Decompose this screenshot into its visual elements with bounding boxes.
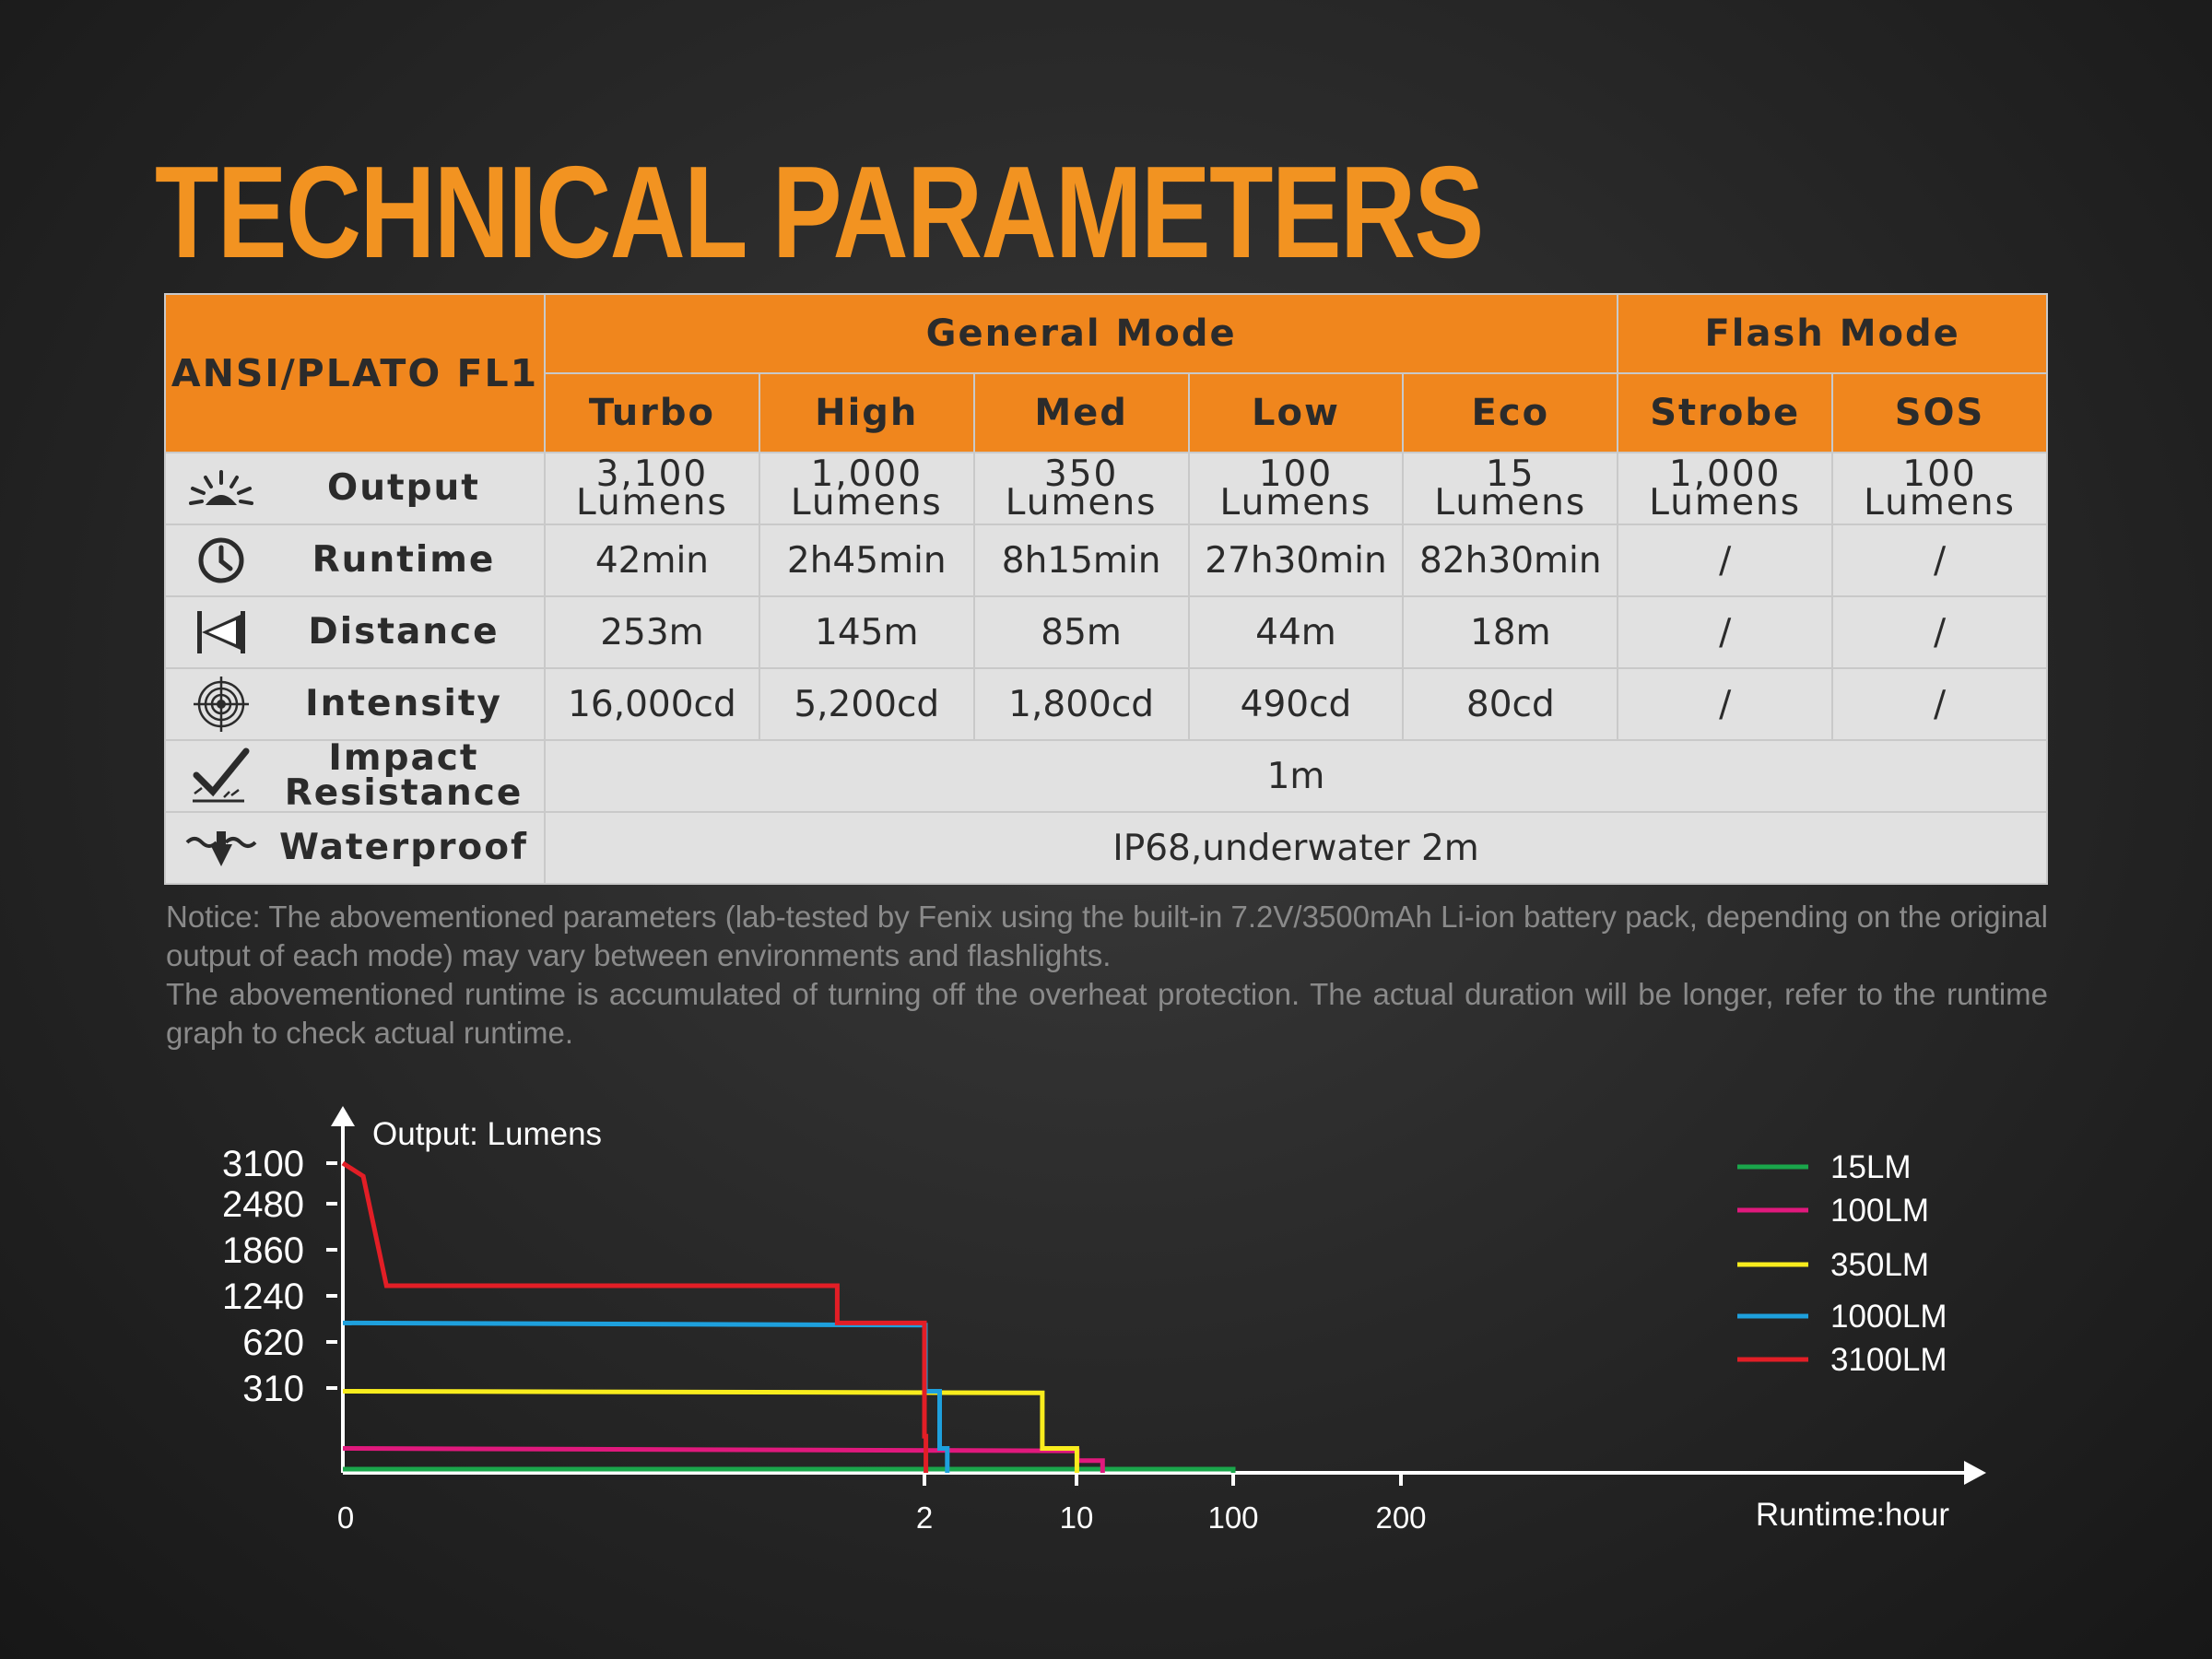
mode-strobe: Strobe <box>1617 372 1834 453</box>
table-row-intensity: Intensity 16,000cd 5,200cd 1,800cd 490cd… <box>164 667 2048 741</box>
mode-eco: Eco <box>1402 372 1619 453</box>
x-tick-label: 100 <box>1207 1500 1258 1535</box>
table-row-output: Output 3,100 Lumens 1,000 Lumens 350 Lumens… <box>164 452 2048 525</box>
mode-header-row: Turbo High Med Low Eco Strobe SOS <box>165 372 2048 453</box>
row-label-runtime: Runtime <box>312 539 496 581</box>
output-turbo: 3,100 Lumens <box>544 452 760 525</box>
runtime-high: 2h45min <box>758 524 975 597</box>
table-row-impact: Impact Resistance 1m <box>164 737 2048 814</box>
y-tick-label: 3100 <box>222 1144 304 1184</box>
y-tick-label: 620 <box>242 1323 304 1363</box>
y-tick-label: 1240 <box>222 1277 304 1317</box>
series-line-15lm <box>343 1466 1236 1473</box>
legend-label-350lm: 350LM <box>1830 1247 1929 1283</box>
y-tick-label: 1860 <box>222 1230 304 1271</box>
light-burst-icon <box>166 468 276 509</box>
distance-turbo: 253m <box>544 595 760 669</box>
intensity-turbo: 16,000cd <box>544 667 760 741</box>
distance-low: 44m <box>1187 595 1405 669</box>
target-icon <box>166 676 276 733</box>
output-eco: 15 Lumens <box>1402 452 1619 525</box>
x-tick-label: 200 <box>1375 1500 1426 1535</box>
output-low: 100 Lumens <box>1187 452 1405 525</box>
intensity-low: 490cd <box>1187 667 1405 741</box>
table-row-waterproof: Waterproof IP68,underwater 2m <box>164 811 2048 885</box>
water-drop-icon <box>166 828 276 868</box>
group-flash-mode: Flash Mode <box>1617 293 2048 374</box>
legend-label-100lm: 100LM <box>1830 1193 1929 1229</box>
page-title: TECHNICAL PARAMETERS <box>155 139 1484 286</box>
x-axis-label: Runtime:hour <box>1756 1497 1949 1533</box>
notice-text: Notice: The abovementioned parameters (l… <box>166 898 2048 1053</box>
runtime-sos: / <box>1831 524 2048 597</box>
mode-med: Med <box>972 372 1190 453</box>
table-row-runtime: Runtime 42min 2h45min 8h15min 27h30min 8… <box>164 524 2048 597</box>
distance-eco: 18m <box>1402 595 1619 669</box>
row-label-waterproof: Waterproof <box>279 827 528 868</box>
y-tick-label: 2480 <box>222 1184 304 1225</box>
mode-low: Low <box>1187 372 1405 453</box>
intensity-high: 5,200cd <box>758 667 975 741</box>
notice-line-2: The abovementioned runtime is accumulate… <box>166 977 2048 1050</box>
row-label-impact-line2: Resistance <box>284 772 524 814</box>
output-high: 1,000 Lumens <box>758 452 975 525</box>
x-tick-label: 10 <box>1060 1500 1094 1535</box>
corner-label: ANSI/PLATO FL1 <box>164 293 546 453</box>
output-strobe: 1,000 Lumens <box>1617 452 1834 525</box>
row-label-output: Output <box>327 467 480 509</box>
runtime-low: 27h30min <box>1187 524 1405 597</box>
output-sos: 100 Lumens <box>1831 452 2048 525</box>
y-axis-label: Output: Lumens <box>372 1116 602 1152</box>
runtime-strobe: / <box>1617 524 1834 597</box>
row-label-impact-line1: Impact <box>328 737 479 779</box>
row-label-intensity: Intensity <box>305 683 502 724</box>
series-line-3100lm <box>341 1160 929 1473</box>
clock-icon <box>166 535 276 585</box>
beam-distance-icon <box>166 609 276 655</box>
legend-label-15lm: 15LM <box>1830 1149 1912 1185</box>
y-axis-arrow <box>331 1106 355 1126</box>
x-axis-arrow <box>1964 1461 1986 1485</box>
intensity-eco: 80cd <box>1402 667 1619 741</box>
table-header-row: ANSI/PLATO FL1 General Mode Flash Mode <box>164 293 2048 453</box>
waterproof-value: IP68,underwater 2m <box>544 811 2048 885</box>
distance-high: 145m <box>758 595 975 669</box>
intensity-med: 1,800cd <box>972 667 1190 741</box>
legend-label-1000lm: 1000LM <box>1830 1299 1947 1335</box>
y-tick-label: 310 <box>242 1369 304 1409</box>
output-med: 350 Lumens <box>972 452 1190 525</box>
runtime-turbo: 42min <box>544 524 760 597</box>
series-line-350lm <box>342 1389 1079 1473</box>
spec-table: ANSI/PLATO FL1 General Mode Flash Mode T… <box>164 293 2048 885</box>
distance-strobe: / <box>1617 595 1834 669</box>
notice-line-1: Notice: The abovementioned parameters (l… <box>166 900 2048 972</box>
x-tick-label: 0 <box>337 1500 354 1535</box>
runtime-eco: 82h30min <box>1402 524 1619 597</box>
row-label-distance: Distance <box>308 611 500 653</box>
runtime-med: 8h15min <box>972 524 1190 597</box>
legend-label-3100lm: 3100LM <box>1830 1342 1947 1378</box>
impact-icon <box>166 747 276 805</box>
mode-turbo: Turbo <box>544 372 760 453</box>
intensity-strobe: / <box>1617 667 1834 741</box>
mode-sos: SOS <box>1831 372 2048 453</box>
distance-med: 85m <box>972 595 1190 669</box>
table-row-distance: Distance 253m 145m 85m 44m 18m / / <box>164 595 2048 669</box>
distance-sos: / <box>1831 595 2048 669</box>
group-general-mode: General Mode <box>543 293 1619 374</box>
impact-value: 1m <box>544 739 2048 813</box>
mode-high: High <box>758 372 975 453</box>
intensity-sos: / <box>1831 667 2048 741</box>
x-tick-label: 2 <box>916 1500 933 1535</box>
